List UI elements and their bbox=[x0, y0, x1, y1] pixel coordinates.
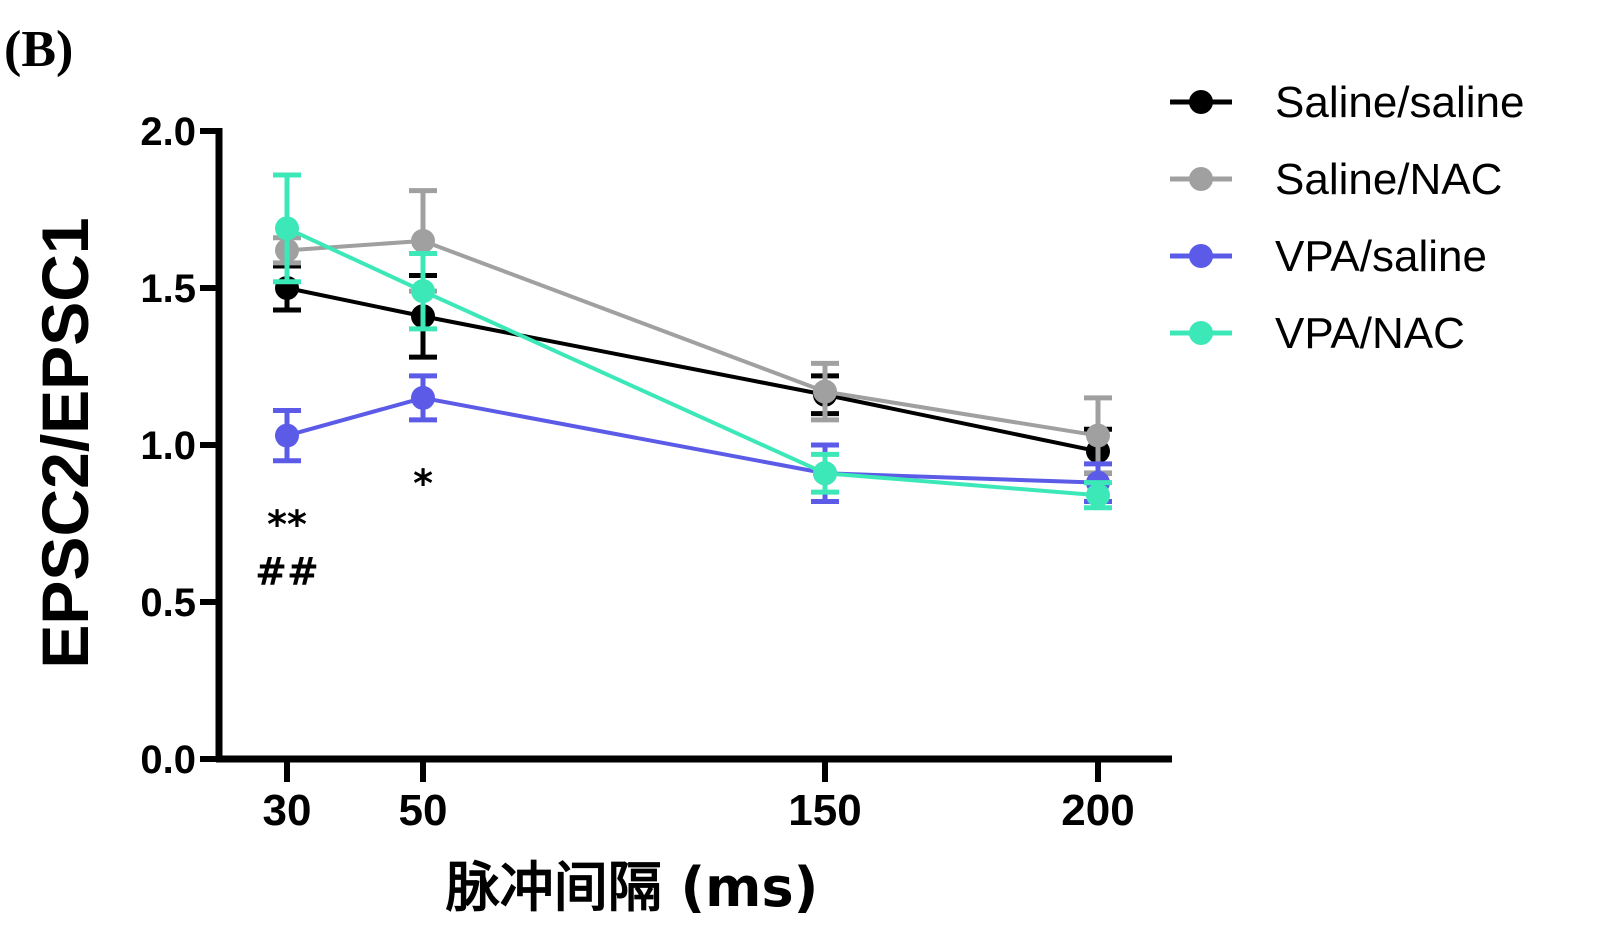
legend-swatch-marker bbox=[1189, 90, 1213, 114]
series-line bbox=[286, 395, 1099, 485]
y-tick-label: 0.0 bbox=[140, 738, 196, 782]
legend-item-saline-nac: Saline/NAC bbox=[1170, 155, 1502, 204]
y-tick-label: 1.0 bbox=[140, 424, 196, 468]
legend-label: VPA/NAC bbox=[1275, 309, 1465, 358]
significance-marker: ** bbox=[267, 503, 307, 547]
x-axis-label: 脉冲间隔 (ms) bbox=[446, 856, 819, 919]
data-point bbox=[411, 279, 435, 304]
data-point bbox=[1086, 423, 1110, 448]
x-tick-label: 150 bbox=[788, 786, 861, 835]
legend-swatch-marker bbox=[1189, 167, 1213, 191]
series-vpa-nac bbox=[273, 172, 1112, 511]
series-line bbox=[286, 226, 1099, 498]
significance-marker: * bbox=[413, 462, 433, 506]
legend-item-vpa-nac: VPA/NAC bbox=[1170, 309, 1465, 358]
axes bbox=[215, 128, 1172, 763]
legend: Saline/saline Saline/NAC VPA/saline VPA/NAC bbox=[1170, 78, 1525, 358]
legend-swatch-marker bbox=[1189, 321, 1213, 345]
y-ticks: 0.0 0.5 1.0 1.5 2.0 bbox=[140, 110, 219, 782]
legend-label: Saline/NAC bbox=[1275, 155, 1502, 204]
data-point bbox=[275, 216, 299, 241]
legend-item-saline-saline: Saline/saline bbox=[1170, 78, 1525, 127]
legend-label: VPA/saline bbox=[1275, 232, 1487, 281]
series-saline-nac bbox=[273, 188, 1112, 476]
panel-label: (B) bbox=[4, 21, 73, 78]
x-tick-label: 30 bbox=[263, 786, 312, 835]
x-tick-label: 200 bbox=[1061, 786, 1134, 835]
data-point bbox=[813, 461, 837, 486]
legend-item-vpa-saline: VPA/saline bbox=[1170, 232, 1487, 281]
x-tick-label: 50 bbox=[399, 786, 448, 835]
y-tick-label: 0.5 bbox=[140, 581, 196, 625]
data-point bbox=[813, 379, 837, 404]
legend-swatch-marker bbox=[1189, 244, 1213, 268]
series-line bbox=[286, 286, 1099, 454]
data-point bbox=[275, 423, 299, 448]
y-tick-label: 1.5 bbox=[140, 267, 196, 311]
data-point bbox=[1086, 483, 1110, 508]
series-layer bbox=[273, 172, 1112, 511]
data-point bbox=[411, 228, 435, 253]
x-ticks: 30 50 150 200 bbox=[263, 759, 1135, 835]
significance-marker: ## bbox=[255, 550, 319, 594]
y-axis-label: EPSC2/EPSC1 bbox=[28, 217, 102, 668]
annotations: **## * bbox=[255, 462, 433, 594]
y-tick-label: 2.0 bbox=[140, 110, 196, 154]
series-saline-saline bbox=[273, 263, 1112, 476]
legend-label: Saline/saline bbox=[1275, 78, 1525, 127]
series-vpa-saline bbox=[273, 373, 1112, 505]
series-line bbox=[286, 238, 1099, 438]
data-point bbox=[411, 385, 435, 410]
